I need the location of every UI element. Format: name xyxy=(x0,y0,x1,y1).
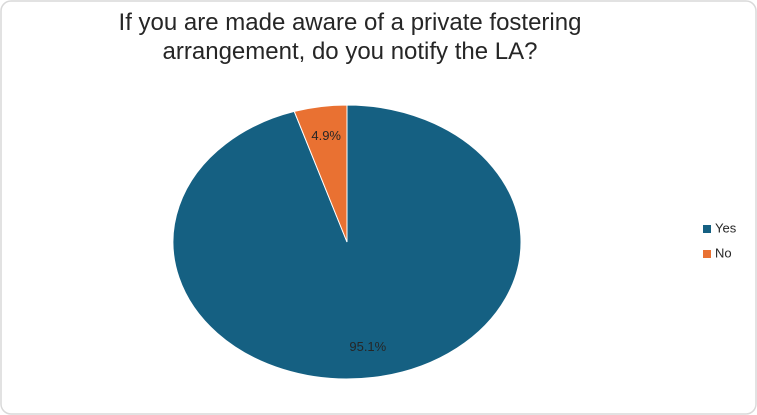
legend-swatch xyxy=(703,250,711,258)
legend-label: No xyxy=(715,245,732,260)
data-label: 4.9% xyxy=(311,128,341,143)
data-label: 95.1% xyxy=(349,339,386,354)
legend-swatch xyxy=(703,225,711,233)
chart-title: If you are made aware of a private foste… xyxy=(118,9,582,65)
legend-label: Yes xyxy=(715,220,737,235)
pie-slice xyxy=(293,104,348,243)
